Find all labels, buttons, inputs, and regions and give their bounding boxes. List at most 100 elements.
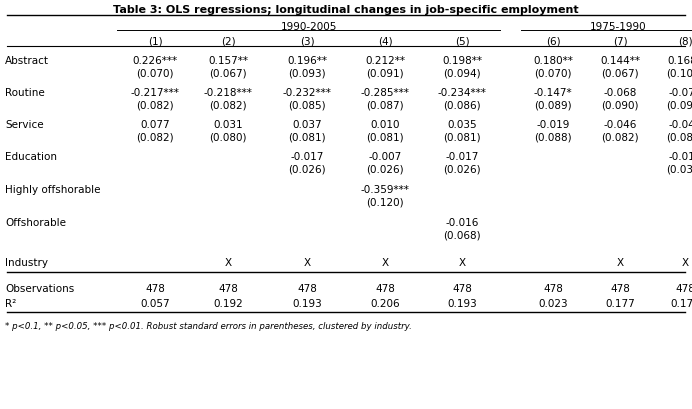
Text: (0.090): (0.090) xyxy=(601,100,639,110)
Text: 0.198**: 0.198** xyxy=(442,56,482,66)
Text: (0.026): (0.026) xyxy=(443,164,481,174)
Text: (0.088): (0.088) xyxy=(534,132,572,142)
Text: 0.157**: 0.157** xyxy=(208,56,248,66)
Text: Industry: Industry xyxy=(5,258,48,268)
Text: 0.226***: 0.226*** xyxy=(132,56,178,66)
Text: -0.068: -0.068 xyxy=(603,88,637,98)
Text: -0.147*: -0.147* xyxy=(534,88,572,98)
Text: -0.042: -0.042 xyxy=(668,120,692,130)
Text: (0.093): (0.093) xyxy=(666,100,692,110)
Text: (0.070): (0.070) xyxy=(136,68,174,78)
Text: 478: 478 xyxy=(297,284,317,294)
Text: -0.217***: -0.217*** xyxy=(131,88,179,98)
Text: 1975-1990: 1975-1990 xyxy=(590,22,646,32)
Text: 478: 478 xyxy=(145,284,165,294)
Text: (0.094): (0.094) xyxy=(443,68,481,78)
Text: Routine: Routine xyxy=(5,88,45,98)
Text: (0.068): (0.068) xyxy=(443,230,481,240)
Text: (0.091): (0.091) xyxy=(366,68,404,78)
Text: (0.085): (0.085) xyxy=(288,100,326,110)
Text: (0.026): (0.026) xyxy=(366,164,404,174)
Text: 0.206: 0.206 xyxy=(370,299,400,309)
Text: -0.007: -0.007 xyxy=(368,152,401,162)
Text: X: X xyxy=(303,258,311,268)
Text: 0.193: 0.193 xyxy=(447,299,477,309)
Text: (0.100): (0.100) xyxy=(666,68,692,78)
Text: (0.082): (0.082) xyxy=(136,100,174,110)
Text: 0.031: 0.031 xyxy=(213,120,243,130)
Text: -0.046: -0.046 xyxy=(603,120,637,130)
Text: 0.212**: 0.212** xyxy=(365,56,405,66)
Text: (0.089): (0.089) xyxy=(534,100,572,110)
Text: (0.093): (0.093) xyxy=(288,68,326,78)
Text: -0.019: -0.019 xyxy=(536,120,570,130)
Text: Highly offshorable: Highly offshorable xyxy=(5,185,100,195)
Text: 0.037: 0.037 xyxy=(292,120,322,130)
Text: 0.057: 0.057 xyxy=(140,299,170,309)
Text: -0.234***: -0.234*** xyxy=(437,88,486,98)
Text: 0.010: 0.010 xyxy=(370,120,400,130)
Text: (0.083): (0.083) xyxy=(666,132,692,142)
Text: -0.359***: -0.359*** xyxy=(361,185,410,195)
Text: (0.082): (0.082) xyxy=(209,100,247,110)
Text: 0.023: 0.023 xyxy=(538,299,568,309)
Text: -0.016: -0.016 xyxy=(446,218,479,228)
Text: X: X xyxy=(617,258,623,268)
Text: X: X xyxy=(458,258,466,268)
Text: 0.180**: 0.180** xyxy=(533,56,573,66)
Text: (0.082): (0.082) xyxy=(601,132,639,142)
Text: 478: 478 xyxy=(675,284,692,294)
Text: (1): (1) xyxy=(147,37,163,47)
Text: -0.017: -0.017 xyxy=(446,152,479,162)
Text: (4): (4) xyxy=(378,37,392,47)
Text: (0.081): (0.081) xyxy=(443,132,481,142)
Text: (0.030): (0.030) xyxy=(666,164,692,174)
Text: (7): (7) xyxy=(612,37,628,47)
Text: (0.087): (0.087) xyxy=(366,100,404,110)
Text: (8): (8) xyxy=(677,37,692,47)
Text: Education: Education xyxy=(5,152,57,162)
Text: Service: Service xyxy=(5,120,44,130)
Text: 0.193: 0.193 xyxy=(292,299,322,309)
Text: 478: 478 xyxy=(452,284,472,294)
Text: (0.026): (0.026) xyxy=(288,164,326,174)
Text: R²: R² xyxy=(5,299,16,309)
Text: Abstract: Abstract xyxy=(5,56,49,66)
Text: (0.086): (0.086) xyxy=(443,100,481,110)
Text: 0.035: 0.035 xyxy=(447,120,477,130)
Text: (5): (5) xyxy=(455,37,469,47)
Text: -0.017: -0.017 xyxy=(291,152,324,162)
Text: 0.177: 0.177 xyxy=(605,299,635,309)
Text: (3): (3) xyxy=(300,37,314,47)
Text: X: X xyxy=(224,258,232,268)
Text: -0.010: -0.010 xyxy=(668,152,692,162)
Text: (6): (6) xyxy=(546,37,561,47)
Text: -0.218***: -0.218*** xyxy=(203,88,253,98)
Text: (0.082): (0.082) xyxy=(136,132,174,142)
Text: * p<0.1, ** p<0.05, *** p<0.01. Robust standard errors in parentheses, clustered: * p<0.1, ** p<0.05, *** p<0.01. Robust s… xyxy=(5,322,412,331)
Text: 478: 478 xyxy=(543,284,563,294)
Text: 0.177: 0.177 xyxy=(670,299,692,309)
Text: (0.067): (0.067) xyxy=(601,68,639,78)
Text: -0.232***: -0.232*** xyxy=(282,88,331,98)
Text: (0.120): (0.120) xyxy=(366,197,404,207)
Text: Table 3: OLS regressions; longitudinal changes in job-specific employment: Table 3: OLS regressions; longitudinal c… xyxy=(113,5,579,15)
Text: X: X xyxy=(381,258,389,268)
Text: (0.080): (0.080) xyxy=(209,132,247,142)
Text: 478: 478 xyxy=(218,284,238,294)
Text: Offshorable: Offshorable xyxy=(5,218,66,228)
Text: 1990-2005: 1990-2005 xyxy=(280,22,337,32)
Text: 0.144**: 0.144** xyxy=(600,56,640,66)
Text: (0.070): (0.070) xyxy=(534,68,572,78)
Text: (2): (2) xyxy=(221,37,235,47)
Text: 0.168*: 0.168* xyxy=(668,56,692,66)
Text: Observations: Observations xyxy=(5,284,74,294)
Text: (0.081): (0.081) xyxy=(288,132,326,142)
Text: 478: 478 xyxy=(610,284,630,294)
Text: (0.067): (0.067) xyxy=(209,68,247,78)
Text: (0.081): (0.081) xyxy=(366,132,404,142)
Text: -0.285***: -0.285*** xyxy=(361,88,410,98)
Text: 0.192: 0.192 xyxy=(213,299,243,309)
Text: -0.077: -0.077 xyxy=(668,88,692,98)
Text: 0.196**: 0.196** xyxy=(287,56,327,66)
